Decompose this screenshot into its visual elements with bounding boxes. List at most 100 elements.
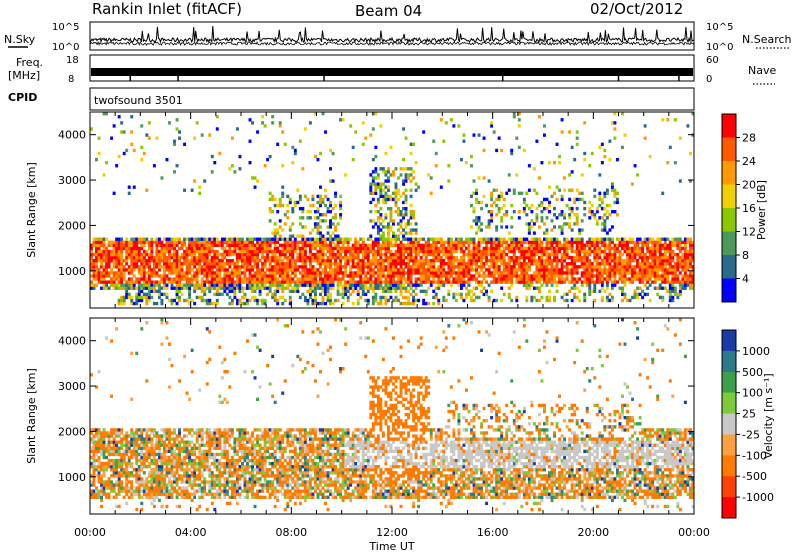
- power-cell: [176, 250, 179, 253]
- power-cell: [100, 277, 103, 280]
- power-cell: [279, 271, 282, 274]
- power-cell: [425, 268, 428, 271]
- power-cell: [379, 271, 382, 274]
- power-cell: [498, 247, 501, 250]
- power-cell: [339, 256, 342, 259]
- power-cell: [113, 256, 116, 259]
- power-cell: [103, 284, 106, 287]
- power-cell: [669, 265, 672, 268]
- power-cell: [160, 250, 163, 253]
- power-cell: [447, 274, 450, 277]
- power-cell: [254, 284, 257, 287]
- power-cell: [561, 280, 564, 283]
- power-cell: [566, 238, 569, 241]
- power-cell: [535, 247, 538, 250]
- power-cell: [324, 265, 327, 268]
- power-cell: [186, 271, 189, 274]
- velocity-cell: [98, 428, 101, 431]
- power-cell: [402, 235, 405, 238]
- power-cell: [153, 290, 156, 293]
- power-cell: [362, 268, 365, 271]
- power-cell: [286, 274, 289, 277]
- power-cell: [188, 265, 191, 268]
- power-cell: [400, 280, 403, 283]
- velocity-cell: [125, 502, 128, 505]
- power-cell: [364, 287, 367, 290]
- power-cell: [183, 271, 186, 274]
- power-cell: [339, 277, 342, 280]
- power-cell: [621, 274, 624, 277]
- power-cell: [203, 265, 206, 268]
- power-cell: [173, 299, 176, 302]
- power-cell: [596, 256, 599, 259]
- power-cell: [357, 253, 360, 256]
- velocity-cell: [130, 471, 133, 474]
- velocity-cell: [128, 441, 131, 444]
- power-cell: [508, 259, 511, 262]
- power-cell: [286, 247, 289, 250]
- power-cell: [553, 192, 556, 195]
- power-cell: [322, 201, 325, 204]
- power-cell: [188, 280, 191, 283]
- power-cell: [460, 277, 463, 280]
- power-cell: [259, 238, 262, 241]
- power-cell: [543, 207, 546, 210]
- power-cell: [525, 299, 528, 302]
- power-cell: [206, 271, 209, 274]
- power-cell: [249, 265, 252, 268]
- power-cell: [510, 284, 513, 287]
- power-cell: [593, 265, 596, 268]
- power-cell: [611, 299, 614, 302]
- power-cell: [226, 268, 229, 271]
- power-cell: [636, 274, 639, 277]
- power-cell: [593, 244, 596, 247]
- power-cell: [462, 133, 465, 136]
- velocity-cell: [93, 441, 96, 444]
- power-cell: [203, 244, 206, 247]
- power-cell: [455, 256, 458, 259]
- power-cell: [138, 259, 141, 262]
- velocity-cell: [100, 490, 103, 493]
- velocity-cell: [103, 441, 106, 444]
- velocity-cell: [118, 493, 121, 496]
- power-cell: [395, 259, 398, 262]
- velocity-cell: [123, 437, 126, 440]
- velocity-cell: [93, 437, 96, 440]
- power-cell: [485, 244, 488, 247]
- power-cell: [498, 277, 501, 280]
- power-cell: [384, 238, 387, 241]
- power-cell: [261, 302, 264, 305]
- power-cell: [440, 284, 443, 287]
- power-cell: [304, 238, 307, 241]
- power-cell: [490, 216, 493, 219]
- power-cell: [281, 204, 284, 207]
- power-cell: [392, 277, 395, 280]
- power-cell: [387, 179, 390, 182]
- power-cell: [676, 241, 679, 244]
- power-cell: [457, 277, 460, 280]
- power-cell: [269, 262, 272, 265]
- velocity-cell: [123, 444, 126, 447]
- power-cell: [311, 256, 314, 259]
- power-cell: [269, 155, 272, 158]
- power-cell: [397, 271, 400, 274]
- power-cell: [538, 265, 541, 268]
- power-cell: [420, 238, 423, 241]
- power-cell: [379, 216, 382, 219]
- power-cell: [314, 296, 317, 299]
- power-cell: [568, 280, 571, 283]
- power-cell: [639, 293, 642, 296]
- power-cell: [186, 284, 189, 287]
- power-cell: [138, 277, 141, 280]
- power-cell: [576, 277, 579, 280]
- power-cell: [148, 293, 151, 296]
- power-cell: [639, 277, 642, 280]
- power-cell: [284, 277, 287, 280]
- power-cell: [508, 250, 511, 253]
- power-cell: [581, 244, 584, 247]
- power-cell: [415, 244, 418, 247]
- power-cell: [281, 302, 284, 305]
- power-cell: [588, 287, 591, 290]
- power-cell: [488, 268, 491, 271]
- velocity-cell: [123, 471, 126, 474]
